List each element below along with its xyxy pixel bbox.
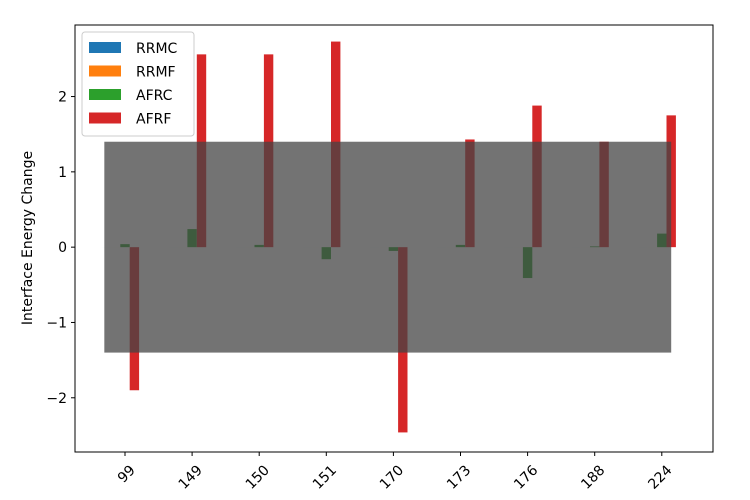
legend-box <box>81 31 195 137</box>
legend-label-afrf: AFRF <box>136 112 171 128</box>
x-tick-label: 150 <box>243 462 273 492</box>
x-tick-label: 173 <box>444 462 474 492</box>
shaded-band <box>104 141 672 353</box>
x-tick-label: 170 <box>377 462 407 492</box>
legend: RRMC RRMF AFRC AFRF <box>81 31 195 137</box>
y-tick-label: 1 <box>58 165 67 181</box>
y-tick-label: 0 <box>58 240 67 256</box>
x-tick-label: 188 <box>578 462 608 492</box>
legend-swatch-afrf <box>89 112 121 124</box>
legend-label-afrc: AFRC <box>136 88 173 104</box>
legend-label-rrmc: RRMC <box>136 41 178 57</box>
legend-swatch-rrmc <box>89 42 121 53</box>
x-tick-label: 99 <box>115 462 139 486</box>
x-tick-label: 151 <box>310 462 340 492</box>
x-tick-label: 149 <box>176 462 206 492</box>
legend-swatch-rrmf <box>89 65 121 77</box>
legend-label-rrmf: RRMF <box>136 65 176 81</box>
y-tick-label: 2 <box>58 90 67 106</box>
x-tick-label: 176 <box>511 462 541 492</box>
y-tick-label: −1 <box>46 315 67 331</box>
axes-frame <box>74 24 714 453</box>
plot-area: −2 −1 0 1 2 99 149 150 151 170 173 176 188 224 <box>46 24 714 493</box>
y-tick-label: −2 <box>46 391 67 407</box>
legend-swatch-afrc <box>89 89 121 100</box>
x-tick-label: 224 <box>645 462 675 492</box>
y-axis-label: Interface Energy Change <box>20 151 36 325</box>
